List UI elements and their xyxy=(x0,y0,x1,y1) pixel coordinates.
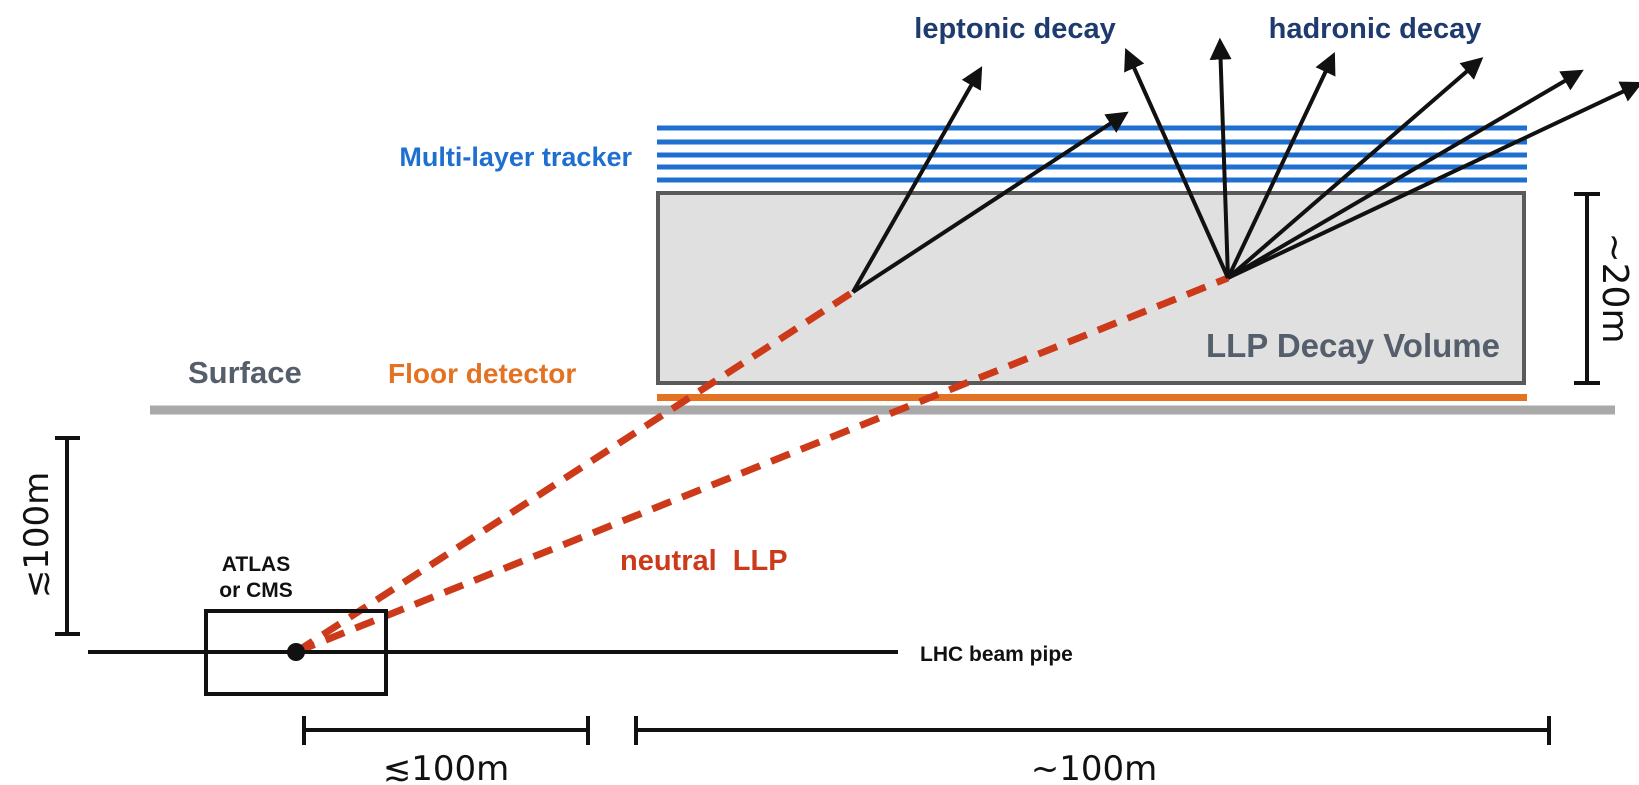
height-dimension xyxy=(1574,192,1600,385)
decay-arrow xyxy=(1226,69,1584,280)
hadronic-decay-label: hadronic decay xyxy=(1269,13,1482,45)
atlas-label-line1: ATLAS xyxy=(222,553,290,576)
llp-path-leptonic xyxy=(294,289,855,655)
leptonic-decay-arrows xyxy=(851,66,1129,294)
horiz-dimension-left-label: ≲100m xyxy=(383,749,510,785)
floor-detector xyxy=(657,394,1527,401)
horiz-dimension-right-label: ~100m xyxy=(1031,749,1158,785)
decay-arrow xyxy=(851,111,1129,294)
floor-detector-label: Floor detector xyxy=(388,358,576,389)
decay-arrow xyxy=(851,66,983,293)
decay-arrow xyxy=(1226,57,1484,280)
decay-arrow xyxy=(1227,81,1639,280)
decay-arrow xyxy=(1124,47,1230,279)
neutral-llp-label: neutral LLP xyxy=(620,545,788,577)
decay-arrow xyxy=(1226,52,1336,279)
height-dimension-label: ~20m xyxy=(1594,232,1635,343)
depth-dimension xyxy=(55,436,80,636)
depth-dimension-label: ≲100m xyxy=(17,472,57,599)
decay-volume-box xyxy=(656,191,1526,385)
hadronic-decay-arrows xyxy=(1124,37,1639,280)
interaction-point xyxy=(287,643,305,661)
atlas-cms-box xyxy=(204,609,388,696)
beam-pipe-label: LHC beam pipe xyxy=(920,643,1073,666)
llp-path-hadronic xyxy=(294,274,1230,656)
surface-label: Surface xyxy=(188,355,302,390)
decay-arrow xyxy=(1209,37,1232,279)
leptonic-decay-label: leptonic decay xyxy=(914,13,1115,45)
atlas-label-line2: or CMS xyxy=(219,579,293,602)
horiz-dimension-right xyxy=(634,716,1551,745)
tracker-layers xyxy=(657,125,1527,183)
tracker-label: Multi-layer tracker xyxy=(399,142,632,172)
decay-volume-label: LLP Decay Volume xyxy=(1206,327,1500,364)
llp-trajectories xyxy=(294,274,1230,656)
horiz-dimension-left xyxy=(302,716,590,745)
